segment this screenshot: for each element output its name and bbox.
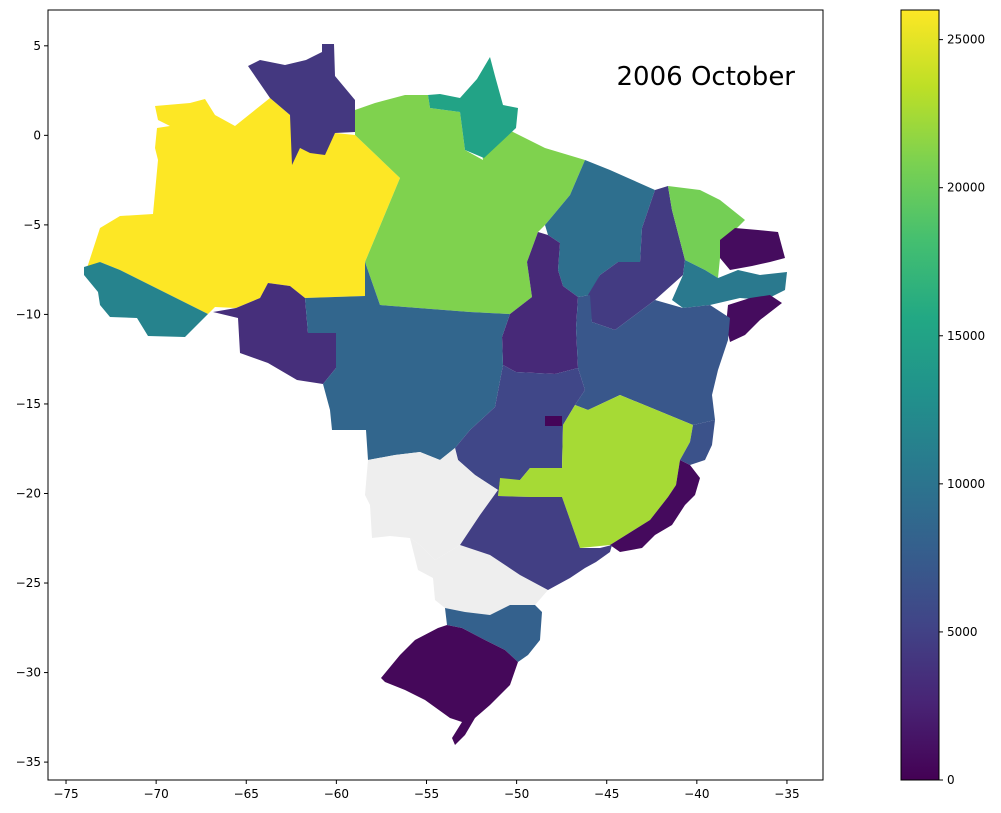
colorbar-tick-label: 0	[947, 773, 955, 787]
x-tick-label: −50	[504, 787, 529, 801]
region-minas-gerais	[498, 395, 693, 548]
region-mato-grosso-sul	[365, 448, 498, 560]
x-tick-label: −40	[684, 787, 709, 801]
colorbar-tick-label: 10000	[947, 477, 985, 491]
colorbar-tick-label: 5000	[947, 625, 978, 639]
region-rondonia	[213, 283, 336, 384]
region-rio-de-janeiro	[610, 460, 700, 552]
region-mato-grosso	[305, 262, 510, 460]
region-distrito-federal	[545, 416, 562, 426]
x-axis: −75 −70 −65 −60 −55 −50 −45 −40 −35	[53, 780, 800, 801]
region-espirito-santo	[680, 420, 715, 465]
x-tick-label: −35	[774, 787, 799, 801]
region-goias	[455, 365, 585, 490]
y-tick-label: 5	[33, 39, 41, 53]
region-maranhao	[545, 160, 655, 297]
x-tick-label: −55	[414, 787, 439, 801]
axes-frame	[47, 9, 824, 781]
region-rio-grande-sul	[381, 625, 518, 745]
colorbar-ticks: 0 5000 10000 15000 20000 25000	[939, 33, 985, 787]
region-tocantins	[502, 232, 578, 374]
y-tick-label: −30	[16, 666, 41, 680]
y-tick-label: 0	[33, 128, 41, 142]
y-tick-label: −5	[23, 218, 41, 232]
x-tick-label: −70	[143, 787, 168, 801]
region-sao-paulo-south	[410, 538, 548, 615]
y-tick-label: −20	[16, 486, 41, 500]
region-santa-catarina	[445, 605, 542, 662]
region-parana	[460, 478, 612, 590]
region-amapa	[428, 57, 518, 158]
colorbar-tick-label: 15000	[947, 329, 985, 343]
map-title: 2006 October	[617, 62, 796, 92]
region-para	[355, 95, 585, 314]
y-tick-label: −15	[16, 397, 41, 411]
y-tick-label: −10	[16, 307, 41, 321]
x-tick-label: −65	[234, 787, 259, 801]
y-tick-label: −35	[16, 755, 41, 769]
colorbar	[900, 9, 940, 781]
region-bahia	[575, 295, 730, 425]
x-tick-label: −75	[53, 787, 78, 801]
region-pernambuco-alagoas	[720, 228, 785, 342]
colorbar-tick-label: 25000	[947, 33, 985, 47]
y-axis: 5 0 −5 −10 −15 −20 −25 −30 −35	[16, 39, 48, 769]
x-tick-label: −60	[324, 787, 349, 801]
region-piaui	[588, 186, 685, 330]
region-acre	[84, 262, 208, 337]
region-rio-grande-norte-paraiba	[672, 260, 787, 308]
region-roraima	[248, 44, 355, 165]
y-tick-label: −25	[16, 576, 41, 590]
region-ceara	[668, 186, 745, 278]
colorbar-tick-label: 20000	[947, 181, 985, 195]
map-regions	[84, 44, 787, 745]
x-tick-label: −45	[594, 787, 619, 801]
